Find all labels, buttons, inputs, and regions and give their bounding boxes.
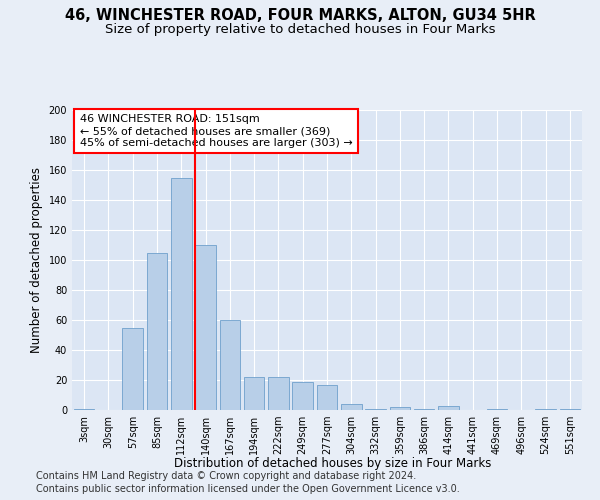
Y-axis label: Number of detached properties: Number of detached properties [30,167,43,353]
Bar [341,404,362,410]
Bar [292,382,313,410]
Bar [244,377,265,410]
Text: Distribution of detached houses by size in Four Marks: Distribution of detached houses by size … [175,458,491,470]
Bar [414,408,434,410]
Bar [220,320,240,410]
Bar [560,408,580,410]
Text: 46, WINCHESTER ROAD, FOUR MARKS, ALTON, GU34 5HR: 46, WINCHESTER ROAD, FOUR MARKS, ALTON, … [65,8,535,22]
Bar [365,408,386,410]
Bar [195,245,216,410]
Text: Contains HM Land Registry data © Crown copyright and database right 2024.: Contains HM Land Registry data © Crown c… [36,471,416,481]
Bar [74,408,94,410]
Bar [389,407,410,410]
Text: Contains public sector information licensed under the Open Government Licence v3: Contains public sector information licen… [36,484,460,494]
Bar [268,377,289,410]
Bar [438,406,459,410]
Bar [317,384,337,410]
Bar [535,408,556,410]
Bar [487,408,508,410]
Bar [171,178,191,410]
Text: 46 WINCHESTER ROAD: 151sqm
← 55% of detached houses are smaller (369)
45% of sem: 46 WINCHESTER ROAD: 151sqm ← 55% of deta… [80,114,352,148]
Bar [122,328,143,410]
Bar [146,252,167,410]
Text: Size of property relative to detached houses in Four Marks: Size of property relative to detached ho… [105,22,495,36]
